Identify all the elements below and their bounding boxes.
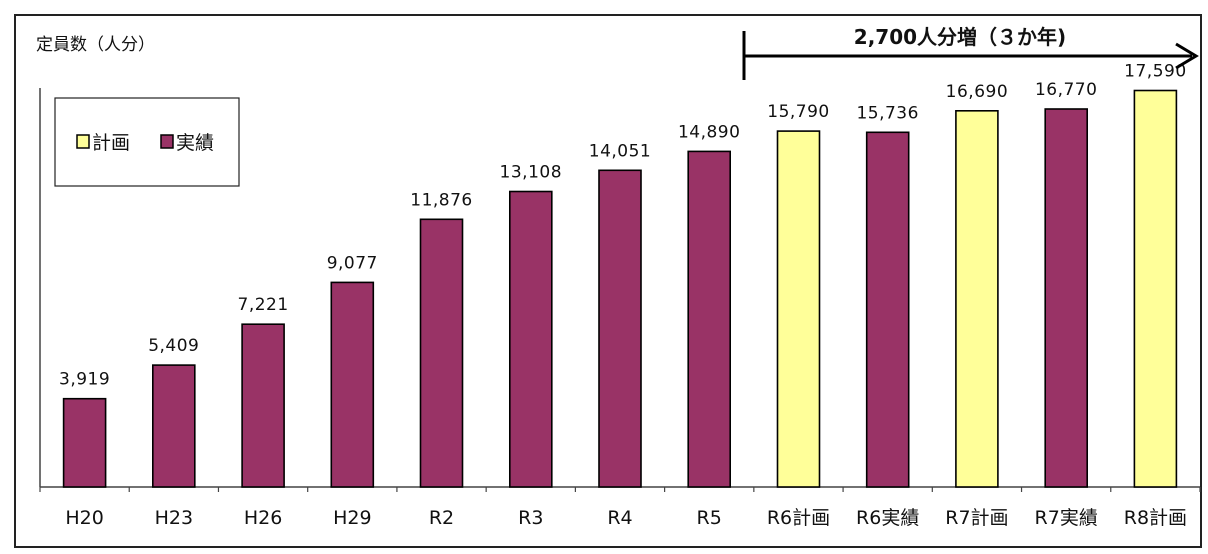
legend-plan-swatch — [76, 134, 90, 149]
value-label-H20: 3,919 — [59, 370, 110, 390]
value-label-R4: 14,051 — [589, 141, 651, 161]
bracket-annotation: 2,700人分増（３か年) — [854, 25, 1066, 49]
bar-R4 — [598, 169, 642, 488]
bars — [62, 89, 1178, 488]
value-label-R2: 11,876 — [410, 190, 472, 210]
bar-H23 — [152, 364, 196, 488]
category-label-R4: R4 — [607, 507, 632, 529]
category-label-H23: H23 — [155, 507, 193, 529]
value-label-H26: 7,221 — [238, 295, 289, 315]
category-label-R7計画: R7計画 — [945, 507, 1008, 529]
category-label-H29: H29 — [333, 507, 371, 529]
bar-R6計画 — [776, 130, 821, 488]
bar-R7計画 — [955, 110, 999, 488]
category-label-R7実績: R7実績 — [1035, 507, 1098, 529]
category-label-R2: R2 — [429, 507, 454, 529]
category-label-H20: H20 — [65, 507, 103, 529]
bracket-arrowhead — [1175, 42, 1199, 70]
legend-actual-label: 実績 — [176, 132, 214, 154]
y-axis-label: 定員数（人分） — [36, 35, 155, 55]
category-label-R3: R3 — [518, 507, 543, 529]
bar-H29 — [330, 281, 375, 488]
bar-R2 — [419, 218, 464, 488]
bar-R6実績 — [865, 131, 910, 488]
value-label-R6計画: 15,790 — [767, 102, 829, 122]
legend: 計画 実績 — [54, 97, 240, 187]
category-labels: H20 H23 H26 H29 R2 R3 R4 R5 R6計画 R6実績 R7計画 R7実績 R8計画 — [65, 507, 1187, 529]
bar-R8計画 — [1133, 89, 1178, 488]
value-labels: 3,919 5,409 7,221 9,077 11,876 13,108 14,051 14… — [59, 62, 1186, 390]
legend-plan-label: 計画 — [92, 132, 130, 154]
value-label-R6実績: 15,736 — [856, 103, 918, 123]
value-label-R7実績: 16,770 — [1035, 80, 1097, 100]
value-label-R7計画: 16,690 — [946, 82, 1008, 102]
value-label-R8計画: 17,590 — [1124, 62, 1186, 82]
bar-H20 — [62, 397, 107, 488]
chart-frame — [14, 14, 1202, 548]
category-label-H26: H26 — [244, 507, 282, 529]
value-label-H23: 5,409 — [148, 336, 199, 356]
category-label-R6実績: R6実績 — [856, 507, 919, 529]
bar-H26 — [241, 323, 285, 488]
bar-R7実績 — [1044, 108, 1088, 488]
category-label-R5: R5 — [697, 507, 722, 529]
value-label-R3: 13,108 — [500, 163, 562, 183]
category-label-R8計画: R8計画 — [1124, 507, 1187, 529]
category-label-R6計画: R6計画 — [767, 507, 830, 529]
increase-bracket: 2,700人分増（３か年) — [742, 25, 1199, 80]
bar-R5 — [687, 150, 732, 488]
bar-R3 — [508, 190, 553, 488]
value-label-H29: 9,077 — [327, 253, 378, 273]
value-label-R5: 14,890 — [678, 122, 740, 142]
legend-actual-swatch — [160, 134, 174, 149]
